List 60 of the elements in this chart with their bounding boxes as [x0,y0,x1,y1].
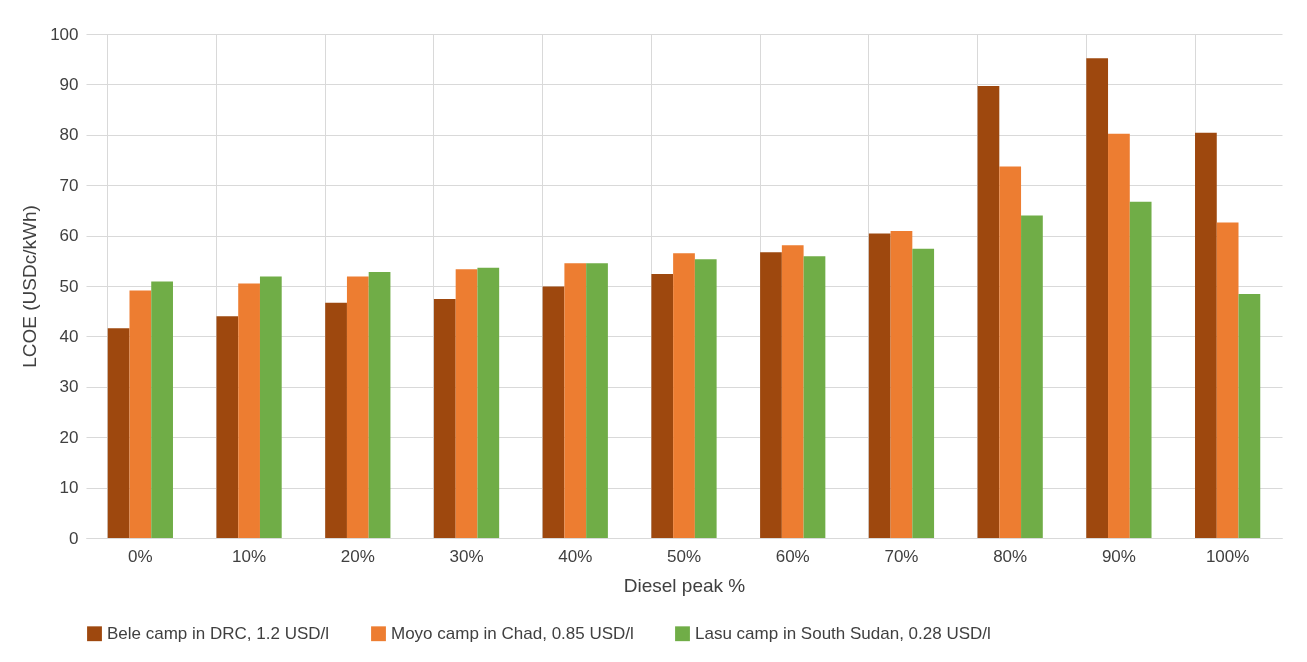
bar [912,248,935,538]
bar [477,267,500,538]
x-tick-label: 70% [884,546,919,566]
bar [586,263,608,538]
x-tick-label: 90% [1101,546,1136,566]
x-axis-title: Diesel peak % [623,574,746,596]
x-tick-label: 30% [449,546,484,566]
bar [259,276,282,538]
bar [238,283,260,538]
bar [564,263,587,538]
y-tick-label: 60 [59,226,79,246]
bar [433,299,456,538]
bar [129,290,152,538]
bar [216,316,239,538]
legend-label: Moyo camp in Chad, 0.85 USD/l [391,623,634,643]
x-tick-label: 80% [993,546,1028,566]
y-tick-label: 70 [59,175,79,195]
y-tick-label: 80 [59,125,79,145]
x-tick-label: 100% [1205,546,1250,566]
bar [1195,132,1217,538]
bar [781,245,804,538]
bar [1021,215,1043,538]
bar [1238,294,1261,538]
x-tick-label: 20% [340,546,375,566]
bar [673,253,695,538]
legend-label: Lasu camp in South Sudan, 0.28 USD/l [695,623,991,643]
y-tick-label: 90 [59,74,79,94]
bar [1086,58,1109,538]
x-tick-label: 40% [558,546,593,566]
bar [1129,201,1152,538]
bar [803,256,826,538]
bar [999,166,1022,538]
bar [977,85,1000,538]
y-tick-label: 40 [59,326,79,346]
bar [107,328,130,538]
bar [1216,222,1239,538]
x-tick-label: 60% [775,546,810,566]
x-tick-label: 50% [666,546,702,566]
bar [1108,133,1130,538]
bar [151,281,173,538]
y-tick-label: 50 [59,276,79,296]
bar [368,271,391,538]
y-tick-label: 100 [50,24,79,44]
bar [346,276,369,538]
y-tick-label: 30 [59,377,79,397]
y-tick-label: 0 [69,528,79,548]
x-tick-label: 10% [232,546,267,566]
x-tick-label: 0% [128,546,153,566]
bar [760,252,782,538]
bar [890,231,913,538]
legend-label: Bele camp in DRC, 1.2 USD/l [107,623,330,643]
bar [868,233,891,538]
y-tick-label: 10 [59,478,79,498]
bar [455,269,478,538]
bar [542,286,565,538]
bar [651,273,674,538]
bar [325,302,347,538]
bar [694,259,717,538]
y-axis-title: LCOE (USDc/kWh) [19,205,41,368]
y-tick-label: 20 [59,427,79,447]
